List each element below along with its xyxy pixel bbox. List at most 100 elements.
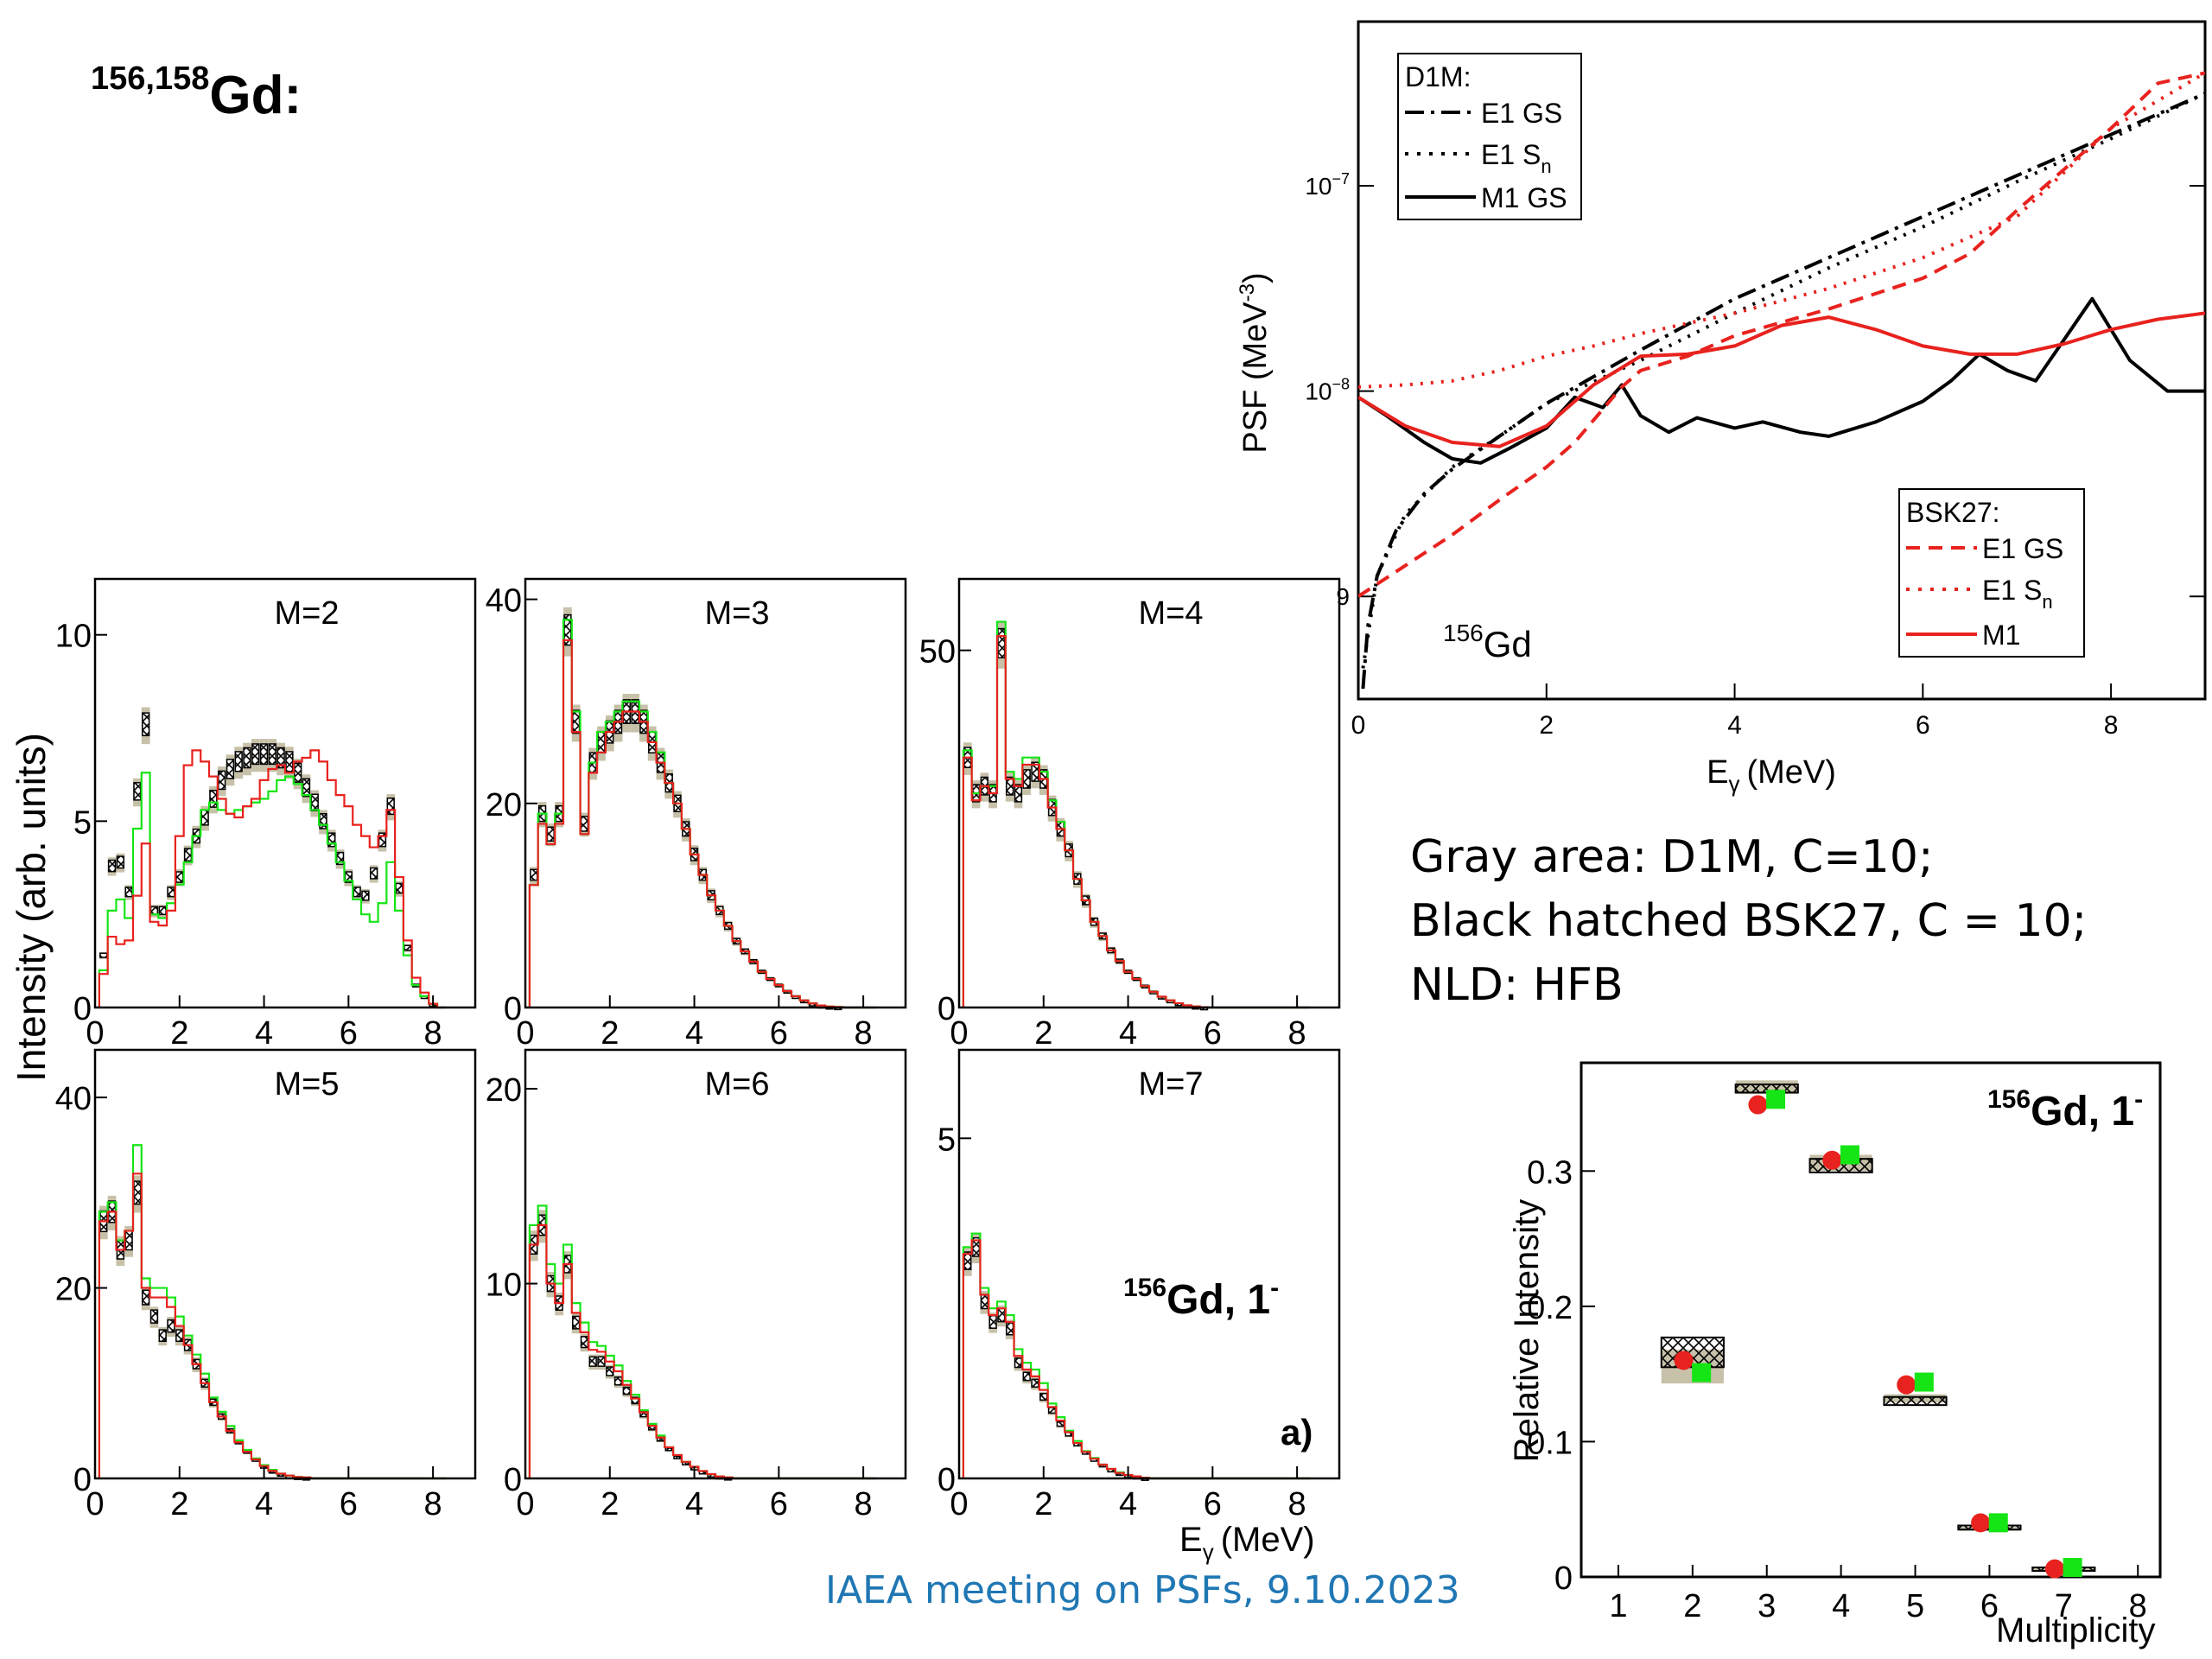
spectra-panel-title: M=4 <box>1139 595 1204 632</box>
psf-legend-d1m-entry-2: M1 GS <box>1481 182 1567 213</box>
multiplicity-red-point-m6 <box>1971 1513 1991 1533</box>
spectra-y-tick-label: 0 <box>73 1462 92 1498</box>
spectra-hatch <box>378 832 387 848</box>
spectra-hatch <box>183 848 193 861</box>
psf-y-tick-base: 10 <box>1305 378 1332 405</box>
spectra-panel-label: a) <box>1281 1412 1313 1452</box>
spectra-x-tick-label: 4 <box>685 1015 703 1052</box>
psf-series-3 <box>1358 71 2205 598</box>
multiplicity-red-point-m2 <box>1674 1351 1694 1370</box>
spectra-hatch <box>133 1180 142 1205</box>
spectra-hatch <box>124 1230 133 1251</box>
spectra-hatch <box>319 812 327 830</box>
multiplicity-green-point-m5 <box>1914 1372 1934 1392</box>
psf-legend-d1m-entry-0: E1 GS <box>1481 98 1562 129</box>
psf-x-tick-label: 8 <box>2104 711 2119 740</box>
spectra-panel-title: M=7 <box>1139 1066 1204 1103</box>
psf-y-tick-exponent: −7 <box>1332 170 1350 188</box>
spectra-histogram-green <box>98 772 446 1009</box>
spectra-x-tick-label: 2 <box>601 1486 619 1522</box>
spectra-hatch <box>251 743 260 766</box>
spectra-panel-title: M=3 <box>705 595 770 632</box>
spectra-x-axis-label: Eγ (MeV) <box>1179 1521 1315 1565</box>
spectra-hatch <box>622 1386 631 1395</box>
multiplicity-hatch-m5 <box>1883 1395 1948 1407</box>
spectra-x-tick-label: 4 <box>255 1486 273 1522</box>
multiplicity-x-tick-label: 8 <box>2129 1588 2147 1624</box>
multiplicity-red-point-m4 <box>1822 1150 1842 1170</box>
spectra-hatch <box>234 751 243 772</box>
psf-legend-bsk27-entry-0: E1 GS <box>1982 533 2063 564</box>
spectra-x-tick-label: 6 <box>770 1486 788 1522</box>
spectra-hatch <box>580 1336 589 1349</box>
psf-x-tick-label: 6 <box>1916 711 1930 740</box>
spectra-x-tick-label: 0 <box>950 1015 968 1052</box>
spectra-hatch <box>673 1455 682 1459</box>
note-gray-area: Gray area: D1M, C=10; <box>1410 831 1934 883</box>
spectra-hatch <box>310 793 319 812</box>
spectra-y-tick-label: 5 <box>73 804 92 841</box>
spectra-histogram-green <box>962 620 1310 1009</box>
psf-series-0 <box>1361 92 2205 690</box>
multiplicity-green-point-m6 <box>1988 1513 2008 1533</box>
spectra-hatch <box>588 1356 597 1367</box>
spectra-hatch <box>1022 769 1031 789</box>
spectra-x-tick-label: 0 <box>516 1486 534 1522</box>
psf-annotation: 156Gd <box>1443 620 1532 664</box>
footer-meeting: IAEA meeting on PSFs, 9.10.2023 <box>825 1568 1460 1612</box>
spectra-y-tick-label: 0 <box>938 991 956 1027</box>
spectra-hatch <box>149 1309 159 1324</box>
spectra-panel-frame <box>93 577 477 1009</box>
spectra-x-tick-label: 4 <box>255 1015 273 1052</box>
spectra-hatch <box>243 747 251 769</box>
psf-y-tick-label: 10−7 <box>1305 170 1350 200</box>
psf-x-tick-label: 2 <box>1539 711 1554 740</box>
spectra-hatch <box>664 1447 673 1452</box>
title-element: Gd: <box>209 66 302 125</box>
multiplicity-red-point-m3 <box>1748 1095 1768 1115</box>
spectra-panel-frame <box>524 1048 907 1480</box>
spectra-x-tick-label: 0 <box>950 1486 968 1522</box>
psf-x-axis-label: Eγ (MeV) <box>1707 754 1836 797</box>
multiplicity-y-axis-label: Relative Intensity <box>1508 1199 1546 1463</box>
spectra-hatch <box>200 809 209 826</box>
spectra-x-tick-label: 6 <box>340 1486 358 1522</box>
spectra-hatch <box>980 1294 988 1310</box>
psf-series-group <box>1358 71 2205 690</box>
spectra-hatch <box>997 1307 1006 1323</box>
spectra-x-tick-label: 8 <box>424 1486 442 1522</box>
psf-legend-d1m-entry-1: E1 Sn <box>1481 139 1552 177</box>
spectra-panel-frame <box>957 577 1341 1009</box>
spectra-hatch <box>606 1366 614 1376</box>
spectra-hatch <box>259 743 269 766</box>
multiplicity-x-tick-label: 3 <box>1758 1588 1776 1624</box>
spectra-x-tick-label: 2 <box>170 1015 188 1052</box>
spectra-x-tick-label: 4 <box>1119 1015 1137 1052</box>
spectra-hatch <box>1047 1407 1057 1414</box>
spectra-hatch <box>209 790 218 808</box>
spectra-y-tick-label: 20 <box>486 1072 522 1109</box>
spectra-hatch <box>276 747 285 769</box>
spectra-y-tick-label: 0 <box>73 991 92 1027</box>
psf-chart: 0 2 4 6 810−710−89 PSF (MeV-3) Eγ (MeV) 156Gd… <box>1236 20 2207 797</box>
psf-legend-bsk27-title: BSK27: <box>1906 497 2000 528</box>
spectra-y-tick-label: 20 <box>486 787 522 823</box>
spectra-hatch <box>167 887 175 898</box>
psf-legend-bsk27: BSK27: E1 GS E1 Sn M1 <box>1898 488 2085 658</box>
psf-series-5 <box>1358 311 2205 448</box>
psf-x-tick-label: 4 <box>1727 711 1742 740</box>
psf-series-4 <box>1358 71 2205 389</box>
multiplicity-x-tick-label: 2 <box>1683 1588 1701 1624</box>
spectra-y-tick-label: 40 <box>486 583 522 620</box>
spectra-y-tick-label: 20 <box>55 1272 92 1308</box>
psf-x-tick-label: 0 <box>1351 711 1366 740</box>
spectra-hatch <box>370 867 378 880</box>
spectra-x-tick-label: 8 <box>1288 1486 1306 1522</box>
spectra-hatch <box>613 1376 623 1386</box>
spectra-hatch <box>1014 1357 1023 1369</box>
multiplicity-green-point-m4 <box>1840 1145 1859 1165</box>
spectra-panel-M4: M=4 0 2 4 6 8 0 50 <box>919 577 1341 1052</box>
spectra-hatch <box>99 952 108 958</box>
multiplicity-green-point-m7 <box>2063 1558 2082 1578</box>
